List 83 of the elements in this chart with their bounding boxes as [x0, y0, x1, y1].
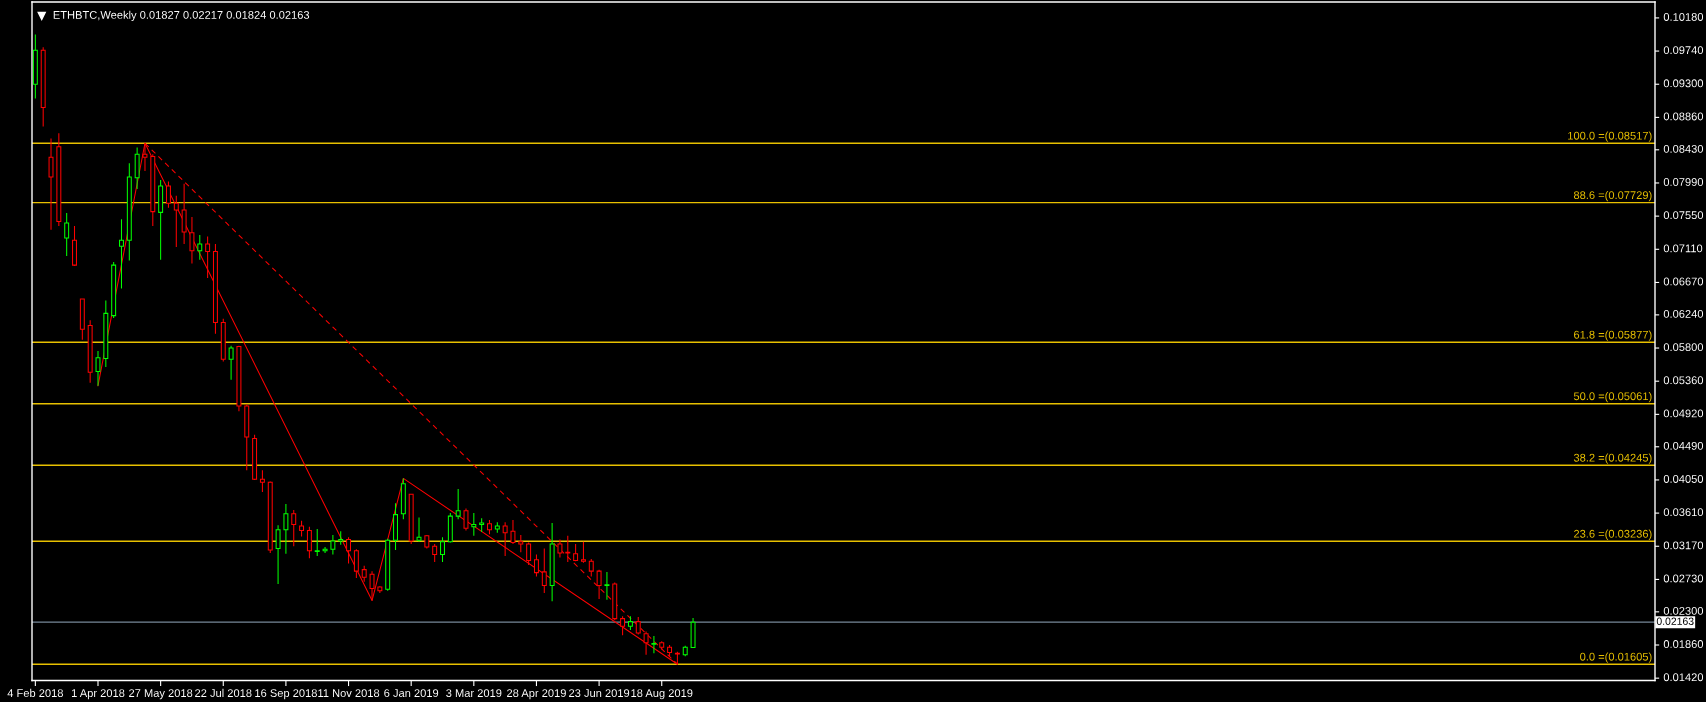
candlestick: [604, 571, 610, 601]
candlestick: [64, 212, 70, 257]
candlestick: [596, 569, 602, 600]
candlestick: [620, 615, 626, 636]
y-tick-label: 0.10180: [1663, 13, 1704, 21]
candlestick: [565, 535, 571, 563]
candlestick: [134, 147, 140, 190]
candlestick: [526, 541, 532, 566]
candlestick: [165, 180, 171, 209]
x-tick-label: 16 Sep 2018: [255, 689, 317, 700]
x-tick-label: 28 Apr 2019: [507, 689, 566, 700]
candlestick: [322, 546, 328, 554]
y-tick-label: 0.07990: [1663, 178, 1704, 186]
y-tick-label: 0.08430: [1663, 144, 1704, 153]
ref-line-label: 50.0 =(0.05061): [1573, 391, 1652, 403]
text: ETHBTC,Weekly 0.01827 0.02217 0.01824 0.02163: [53, 10, 310, 22]
y-tick-label: 0.03610: [1663, 508, 1704, 517]
x-tick-label: 11 Nov 2018: [318, 689, 380, 697]
ref-line-label: 23.6 =(0.03236): [1574, 529, 1652, 540]
candlestick: [580, 541, 586, 564]
y-tick-label: 0.02730: [1663, 574, 1704, 583]
candlestick: [353, 548, 359, 579]
y-tick-label: 0.01420: [1663, 673, 1704, 682]
candlestick: [173, 195, 179, 248]
x-tick-label: 6 Jan 2019: [384, 689, 439, 697]
y-tick-label: 0.04490: [1663, 441, 1704, 450]
candlestick: [197, 234, 203, 261]
candlestick: [510, 519, 516, 545]
y-tick-label: 0.02300: [1663, 606, 1704, 615]
candlestick: [228, 345, 234, 381]
candlestick: [330, 534, 336, 556]
candlestick: [291, 509, 297, 547]
y-tick-label: 0.09740: [1663, 46, 1704, 55]
candlestick: [275, 524, 281, 585]
ref-line-label: 0.0 =(0.01605): [1580, 652, 1652, 663]
y-tick-label: 0.05360: [1663, 376, 1704, 385]
candlestick: [189, 216, 195, 265]
candlestick: [259, 469, 265, 493]
candlestick: [95, 350, 101, 387]
candlestick: [455, 488, 461, 520]
ref-line-label: 61.8 =(0.05877): [1574, 330, 1652, 341]
ref-line-label: 88.6 =(0.07729): [1573, 190, 1652, 202]
x-tick-label: 3 Mar 2019: [446, 689, 502, 697]
y-tick-label: 0.09300: [1663, 79, 1704, 88]
candlestick: [463, 508, 469, 531]
ref-line-label: 100.0 =(0.08517): [1568, 131, 1652, 142]
candlestick: [283, 503, 289, 555]
y-tick-label: 0.05800: [1663, 343, 1704, 352]
candlestick: [432, 543, 438, 563]
candlestick: [416, 517, 422, 543]
candlestick: [643, 630, 649, 656]
y-tick-label: 0.07110: [1663, 244, 1703, 253]
x-tick-label: 1 Apr 2018: [71, 689, 125, 700]
x-tick-label: 18 Aug 2019: [631, 689, 693, 700]
candlestick: [314, 528, 320, 557]
y-tick-label: 0.07550: [1663, 211, 1704, 220]
y-tick-label: 0.03170: [1663, 541, 1704, 550]
candlestick: [651, 635, 657, 654]
candlestick: [181, 183, 187, 245]
y-tick-label: 0.04050: [1663, 475, 1704, 483]
y-tick-label: 0.01860: [1663, 640, 1704, 648]
candlestick: [557, 538, 563, 559]
x-tick-label: 23 Jun 2019: [569, 689, 630, 697]
candlestick: [48, 137, 54, 231]
candlestick: [471, 512, 477, 537]
candlestick: [502, 521, 508, 557]
x-tick-label: 4 Feb 2018: [7, 688, 63, 697]
x-tick-label: 27 May 2018: [129, 689, 193, 700]
candlestick: [440, 536, 445, 563]
y-tick-label: 0.06240: [1663, 309, 1704, 318]
y-tick-label: 0.06670: [1663, 277, 1704, 286]
candlestick: [306, 526, 312, 559]
x-tick-label: 22 Jul 2018: [195, 688, 252, 697]
candlestick: [541, 548, 547, 594]
candlestick: [119, 218, 124, 290]
candlestick: [369, 570, 375, 602]
ref-line-label: 38.2 =(0.04245): [1573, 453, 1652, 464]
y-tick-label: 0.04920: [1663, 409, 1704, 418]
candlestick: [346, 536, 352, 565]
annotation: 0.02163: [1656, 617, 1694, 625]
y-tick-label: 0.08860: [1663, 112, 1704, 121]
candlestick: [533, 554, 539, 577]
candlestick: [205, 235, 211, 279]
